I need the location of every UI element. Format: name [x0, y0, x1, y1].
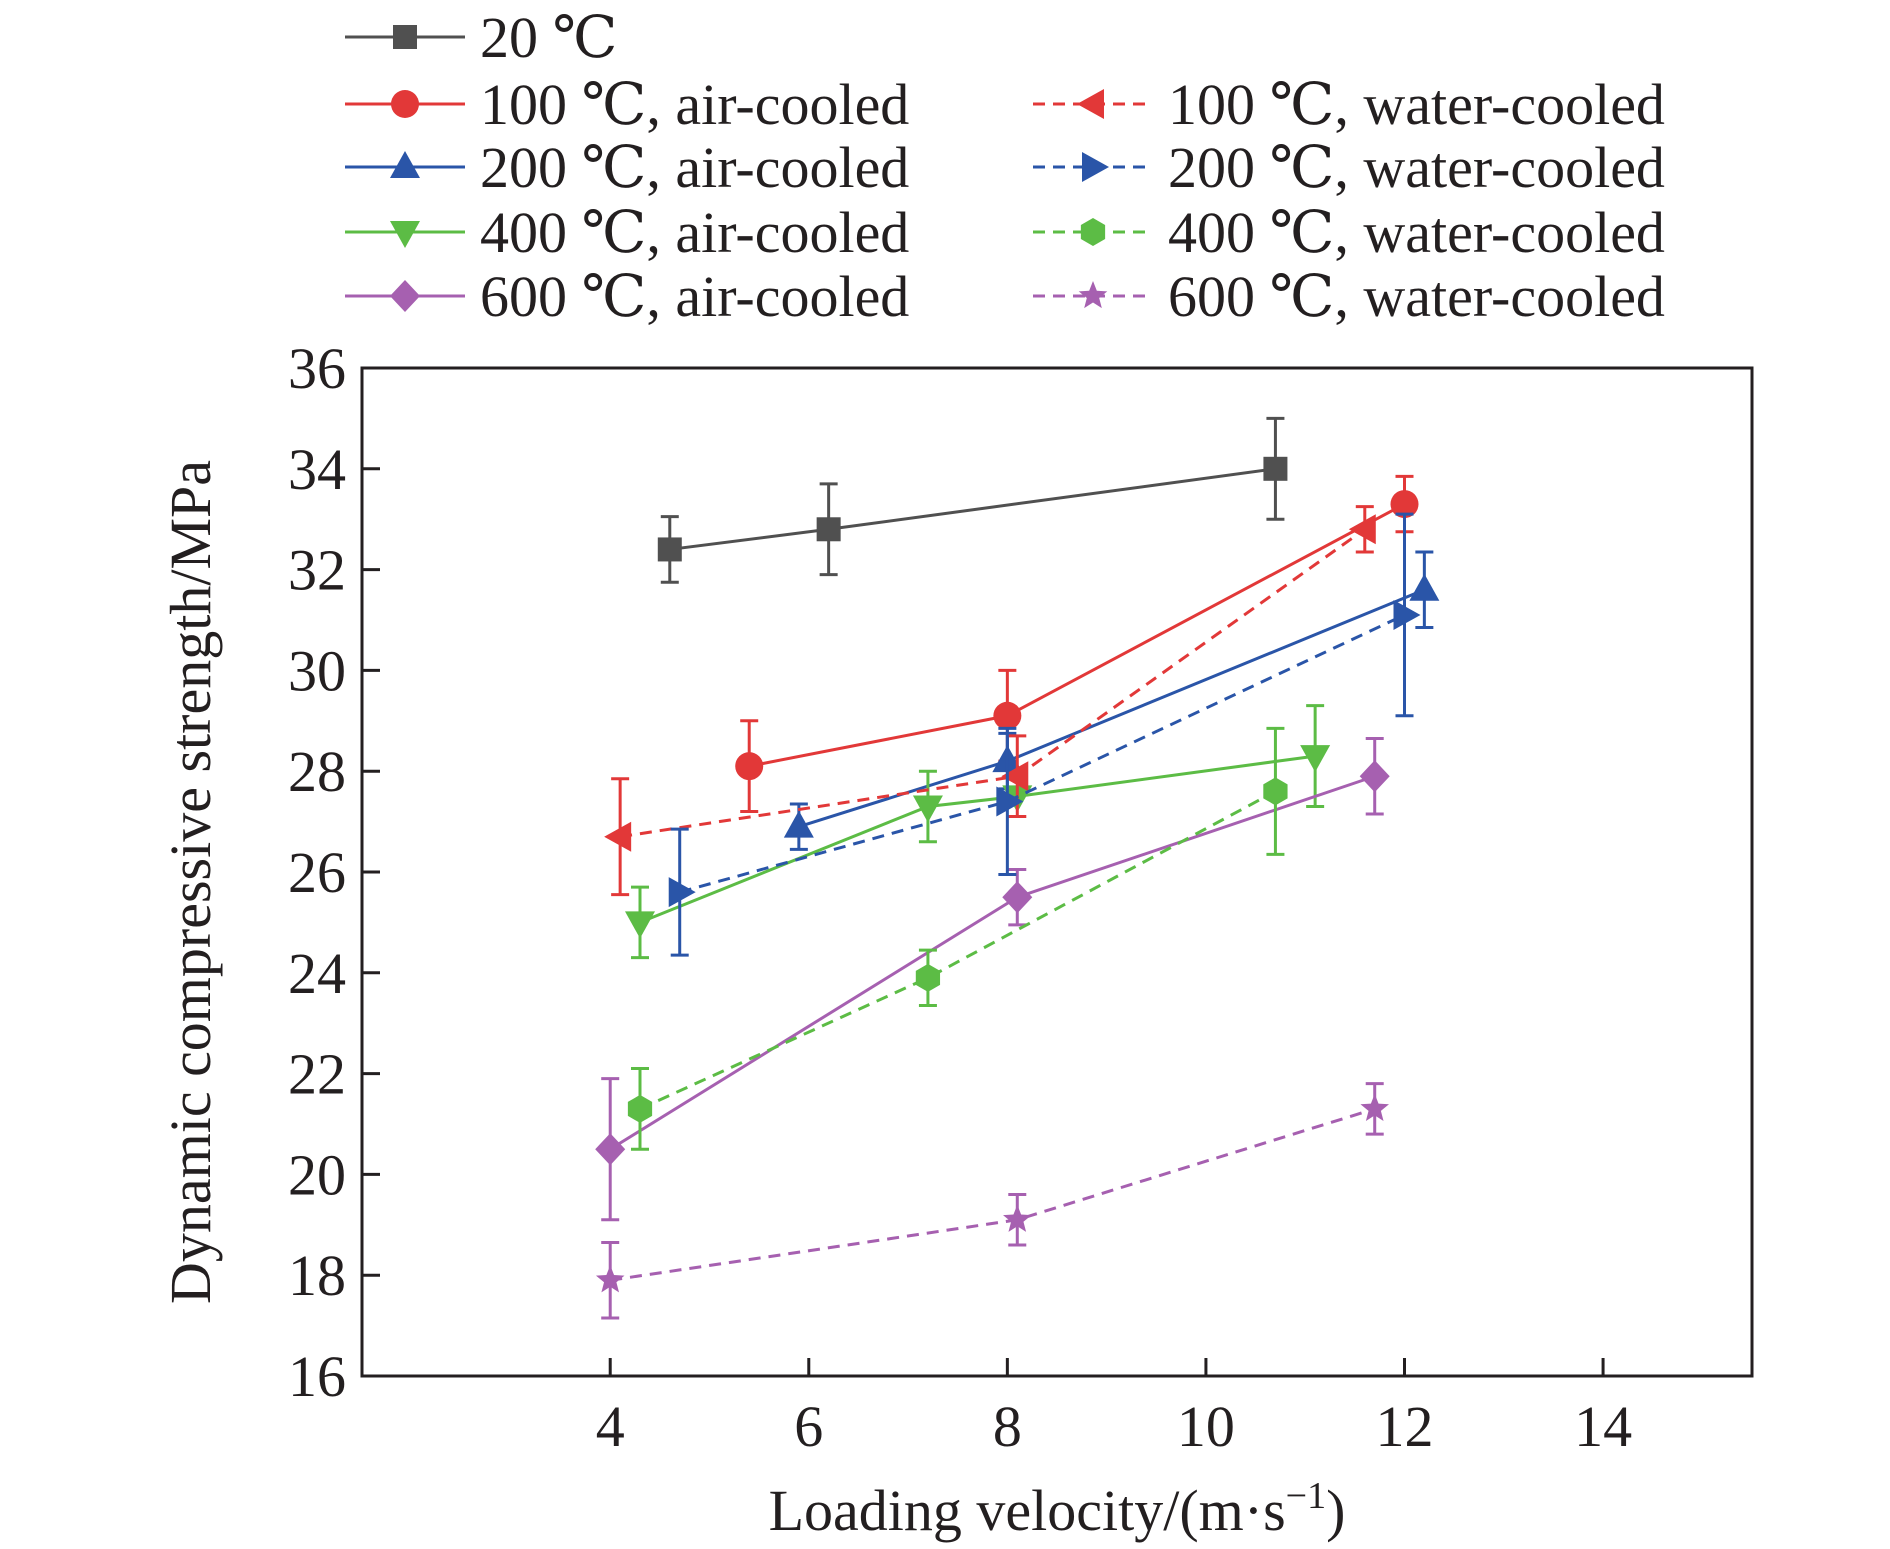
marker-triangle-down [390, 221, 420, 248]
marker-circle [993, 701, 1022, 730]
series-line [619, 528, 1366, 839]
legend-entry: 600 ℃, air-cooled [345, 264, 909, 329]
legend-label: 600 ℃, water-cooled [1168, 264, 1665, 329]
y-axis-label: Dynamic compressive strength/MPa [158, 460, 223, 1304]
legend-entry: 200 ℃, water-cooled [1033, 135, 1665, 200]
y-tick-label: 34 [288, 437, 346, 502]
series [627, 726, 1288, 1151]
marker-square [657, 537, 682, 562]
marker-hexagon [1263, 777, 1288, 806]
marker-diamond [595, 1133, 626, 1166]
y-tick-label: 22 [288, 1042, 346, 1107]
x-tick-label: 12 [1376, 1394, 1434, 1459]
marker-circle [735, 752, 764, 781]
legend-label: 400 ℃, air-cooled [480, 200, 909, 265]
marker-square [1263, 456, 1288, 481]
x-axis-label-exponent: −1 [1286, 1475, 1326, 1517]
marker-triangle-right [1082, 152, 1109, 182]
series [783, 550, 1440, 851]
y-tick-label: 28 [288, 739, 346, 804]
marker-triangle-down [912, 795, 943, 823]
legend-label: 200 ℃, water-cooled [1168, 135, 1665, 200]
marker-star [595, 1265, 625, 1293]
marker-triangle-left [1077, 89, 1104, 119]
marker-hexagon [915, 963, 941, 992]
series-line [669, 467, 1276, 551]
legend-label: 100 ℃, air-cooled [480, 72, 909, 137]
series-line [748, 502, 1406, 768]
y-tick-label: 26 [288, 840, 346, 905]
x-tick-label: 4 [596, 1394, 625, 1459]
x-axis-label-main: Loading velocity/(m·s [769, 1478, 1286, 1543]
marker-triangle-right [996, 786, 1024, 817]
x-tick-label: 6 [794, 1394, 823, 1459]
y-tick-label: 20 [288, 1142, 346, 1207]
marker-circle [1390, 490, 1419, 519]
marker-triangle-up [783, 810, 814, 838]
legend-entry: 100 ℃, air-cooled [345, 72, 909, 137]
series-line [639, 790, 1277, 1111]
marker-hexagon [1080, 218, 1106, 246]
legend-entry: 100 ℃, water-cooled [1033, 72, 1665, 137]
legend-entry: 400 ℃, air-cooled [345, 200, 909, 265]
series-line [609, 774, 1376, 1151]
marker-hexagon [627, 1094, 653, 1123]
marker-triangle-left [1001, 761, 1029, 792]
marker-triangle-left [604, 821, 632, 852]
series [595, 736, 1390, 1222]
y-tick-label: 24 [288, 941, 346, 1006]
series-line [609, 1107, 1376, 1282]
series [625, 704, 1331, 960]
marker-circle [391, 90, 419, 118]
series [595, 1082, 1389, 1320]
marker-diamond [1359, 760, 1390, 793]
x-axis-label-close: ) [1326, 1478, 1345, 1543]
legend-entry: 200 ℃, air-cooled [345, 135, 909, 200]
x-axis-label: Loading velocity/(m·s−1) [769, 1475, 1346, 1543]
series [668, 512, 1421, 957]
marker-triangle-down [625, 911, 655, 939]
marker-star [1078, 281, 1108, 309]
axes: 4 6 8 10 12 14 16 18 20 22 24 26 28 30 32 34 36 Loading… [158, 336, 1754, 1543]
y-tick-label: 30 [288, 638, 346, 703]
marker-diamond [390, 280, 420, 312]
x-tick-label: 10 [1177, 1394, 1235, 1459]
y-tick-label: 18 [288, 1243, 346, 1308]
x-axis-ticks: 4 6 8 10 12 14 [596, 1358, 1632, 1459]
marker-triangle-up [1409, 573, 1440, 601]
y-tick-label: 32 [288, 538, 346, 603]
y-tick-label: 36 [288, 336, 346, 401]
marker-star [1360, 1093, 1389, 1122]
x-tick-label: 14 [1574, 1394, 1632, 1459]
marker-square [393, 25, 417, 49]
legend-label: 600 ℃, air-cooled [480, 264, 909, 329]
legend-label: 100 ℃, water-cooled [1168, 72, 1665, 137]
series [735, 474, 1419, 814]
marker-triangle-right [668, 877, 696, 908]
plot-frame [360, 366, 1754, 1378]
legend-entry: 20 ℃ [345, 5, 617, 70]
series [604, 505, 1376, 897]
legend-label: 400 ℃, water-cooled [1168, 200, 1665, 265]
series-group [595, 416, 1440, 1320]
marker-diamond [1002, 881, 1033, 914]
x-tick-label: 8 [993, 1394, 1022, 1459]
marker-triangle-down [1300, 745, 1331, 773]
series-line [679, 613, 1406, 894]
y-axis-ticks: 16 18 20 22 24 26 28 30 32 34 36 [288, 336, 380, 1409]
marker-triangle-left [1348, 514, 1376, 545]
marker-triangle-right [1393, 599, 1421, 630]
legend-label: 200 ℃, air-cooled [480, 135, 909, 200]
marker-triangle-up [390, 151, 420, 178]
series [657, 416, 1288, 584]
legend-entry: 600 ℃, water-cooled [1033, 264, 1665, 329]
marker-star [1003, 1204, 1032, 1232]
marker-square [816, 517, 841, 542]
y-tick-label: 16 [288, 1344, 346, 1409]
legend-entry: 400 ℃, water-cooled [1033, 200, 1665, 265]
legend-label: 20 ℃ [480, 5, 617, 70]
